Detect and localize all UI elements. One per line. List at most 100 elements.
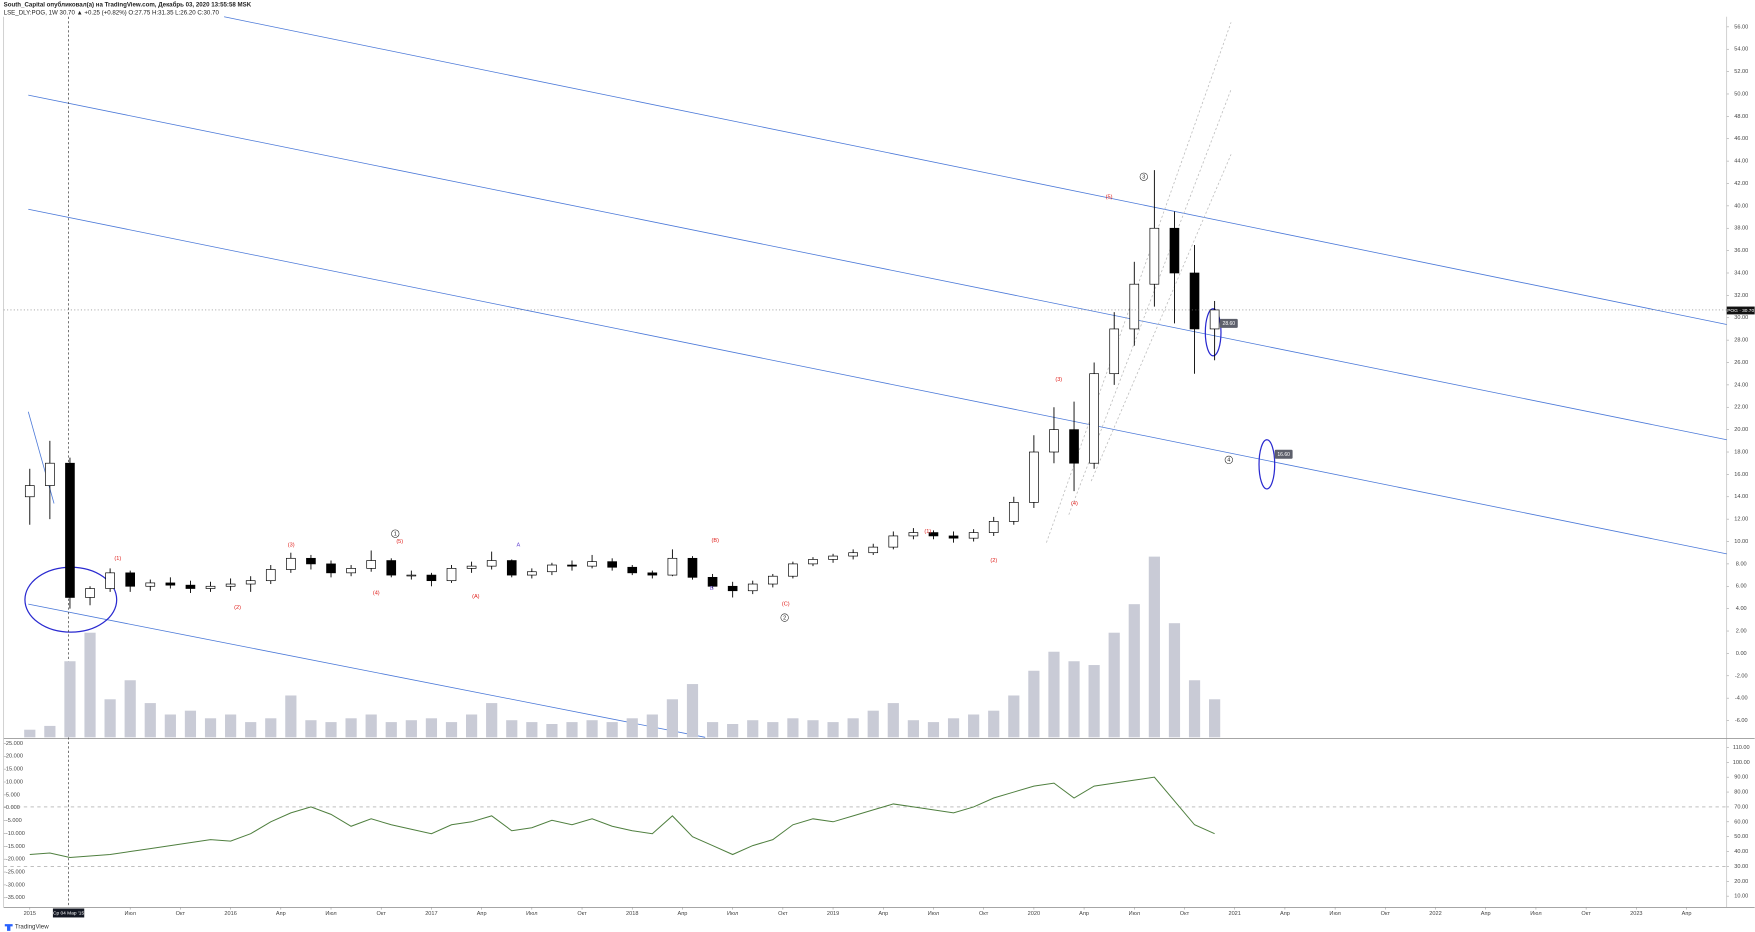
candle-body (1209, 309, 1220, 330)
wave-label: 4 (1227, 458, 1230, 464)
volume-bar (104, 699, 116, 738)
candle-body (165, 582, 176, 586)
wave-label: (3) (288, 542, 295, 548)
candle-body (24, 485, 35, 498)
volume-bar (666, 699, 679, 738)
x-tick-label: Окт (778, 911, 788, 917)
x-tick-label: Июл (526, 911, 537, 917)
x-tick-label: 2017 (425, 911, 437, 917)
wave-label: (A) (472, 594, 480, 600)
channel-line (28, 208, 1727, 555)
drawings (24, 16, 1727, 908)
candle-body (85, 588, 95, 598)
x-tick-label: 2016 (224, 911, 236, 917)
symbol-line: LSE_DLY:POG, 1W 30.70 ▲ +0.25 (+0.82%) O… (4, 9, 220, 16)
y2-tick-label: -5.000 (6, 818, 22, 824)
x-tick-label: Апр (1682, 911, 1692, 917)
y-tick-label: 40.00 (1734, 849, 1748, 855)
fib-line (1090, 154, 1232, 482)
volume-bar (947, 718, 960, 738)
candle-body (828, 555, 838, 560)
x-tick-label: Июл (325, 911, 336, 917)
candle-body (1109, 328, 1120, 375)
x-tick-label: Окт (1581, 911, 1591, 917)
x-tick-label: Апр (678, 911, 688, 917)
wave-label: (1) (114, 556, 121, 562)
volume-bar (506, 720, 518, 738)
y-tick-label: 100.00 (1733, 760, 1750, 766)
volume-bar (345, 718, 357, 738)
volume-bar (225, 714, 237, 738)
candle-body (205, 585, 216, 589)
y2-tick-label: 0.000 (6, 805, 20, 811)
candle-body (647, 572, 658, 576)
candle-body (225, 583, 236, 587)
y-tick-label: 40.00 (1734, 203, 1748, 209)
y-tick-label: 30.00 (1734, 315, 1748, 321)
volume-bar (566, 722, 578, 738)
crosshair-box (52, 908, 85, 918)
y-tick-label: 46.00 (1734, 136, 1748, 142)
wave-label: 2 (783, 615, 786, 621)
x-tick-label: Июл (727, 911, 738, 917)
candle-body (768, 575, 778, 585)
x-tick-label: Окт (377, 911, 387, 917)
volume-bar (44, 725, 56, 738)
candle-body (366, 560, 376, 569)
volume-bar (24, 729, 36, 738)
volume-bar (927, 722, 940, 738)
candle-body (687, 557, 698, 578)
y-tick-label: 52.00 (1734, 69, 1748, 75)
volume-bar (445, 722, 458, 738)
candle-body (968, 532, 979, 539)
volume-bar (546, 724, 558, 738)
y-tick-label: 110.00 (1733, 745, 1750, 751)
volume-bar (1148, 556, 1160, 738)
volume-bar (465, 714, 478, 738)
wave-label: (2) (990, 558, 997, 564)
wave-label: (5) (1106, 194, 1113, 200)
y-tick-label: 20.00 (1734, 427, 1748, 433)
volume-bar (887, 703, 899, 738)
volume-bar (706, 722, 719, 738)
volume-bar (405, 720, 417, 738)
volume-bar (164, 714, 176, 738)
volume-bar (486, 703, 498, 738)
author-line: South_Capital опубликовал(а) на TradingV… (4, 2, 252, 9)
x-tick-label: 2023 (1630, 911, 1642, 917)
y-tick-label: 50.00 (1734, 834, 1748, 840)
y-tick-label: 42.00 (1734, 181, 1748, 187)
volume-bar (606, 722, 618, 738)
x-tick-label: Окт (1180, 911, 1190, 917)
candle-body (45, 462, 55, 486)
candle-body (547, 564, 557, 573)
y-tick-label: 30.00 (1734, 864, 1748, 870)
candle-body (506, 560, 517, 576)
annotations: 1 2 3 4 (1) (2) (3) (4) (5) (A) (B) (C) … (114, 172, 1293, 622)
candle-body (286, 557, 296, 570)
volume-bar (204, 718, 217, 738)
y-tick-label: 22.00 (1734, 405, 1748, 411)
x-tick-label: Окт (577, 911, 587, 917)
plot: 2015 Июл Окт 2016 Апр Июл Окт 2017 Апр Июл Окт 2018… (3, 24, 1750, 917)
volume-bar (1108, 632, 1120, 738)
candle-body (627, 566, 638, 574)
candle-body (486, 560, 497, 567)
candle-body (466, 565, 477, 569)
candle-body (346, 568, 356, 574)
volume-bar (526, 722, 538, 738)
y-tick-label: 16.00 (1734, 472, 1748, 478)
x-tick-label: 2015 (24, 911, 36, 917)
y2-tick-label: 15.000 (6, 767, 23, 773)
price-box-label: 28.60 (1223, 321, 1236, 327)
candle-body (1149, 227, 1160, 285)
candle-body (788, 563, 798, 577)
y-tick-label: 2.00 (1736, 629, 1747, 635)
y-tick-label: -2.00 (1735, 673, 1748, 679)
highlight-ellipse (1258, 439, 1276, 490)
candle-body (888, 535, 899, 548)
wave-label: (4) (1071, 501, 1078, 507)
candle-body (707, 576, 718, 587)
volume-bar (686, 684, 699, 738)
y2-tick-label: -15.000 (6, 844, 25, 850)
